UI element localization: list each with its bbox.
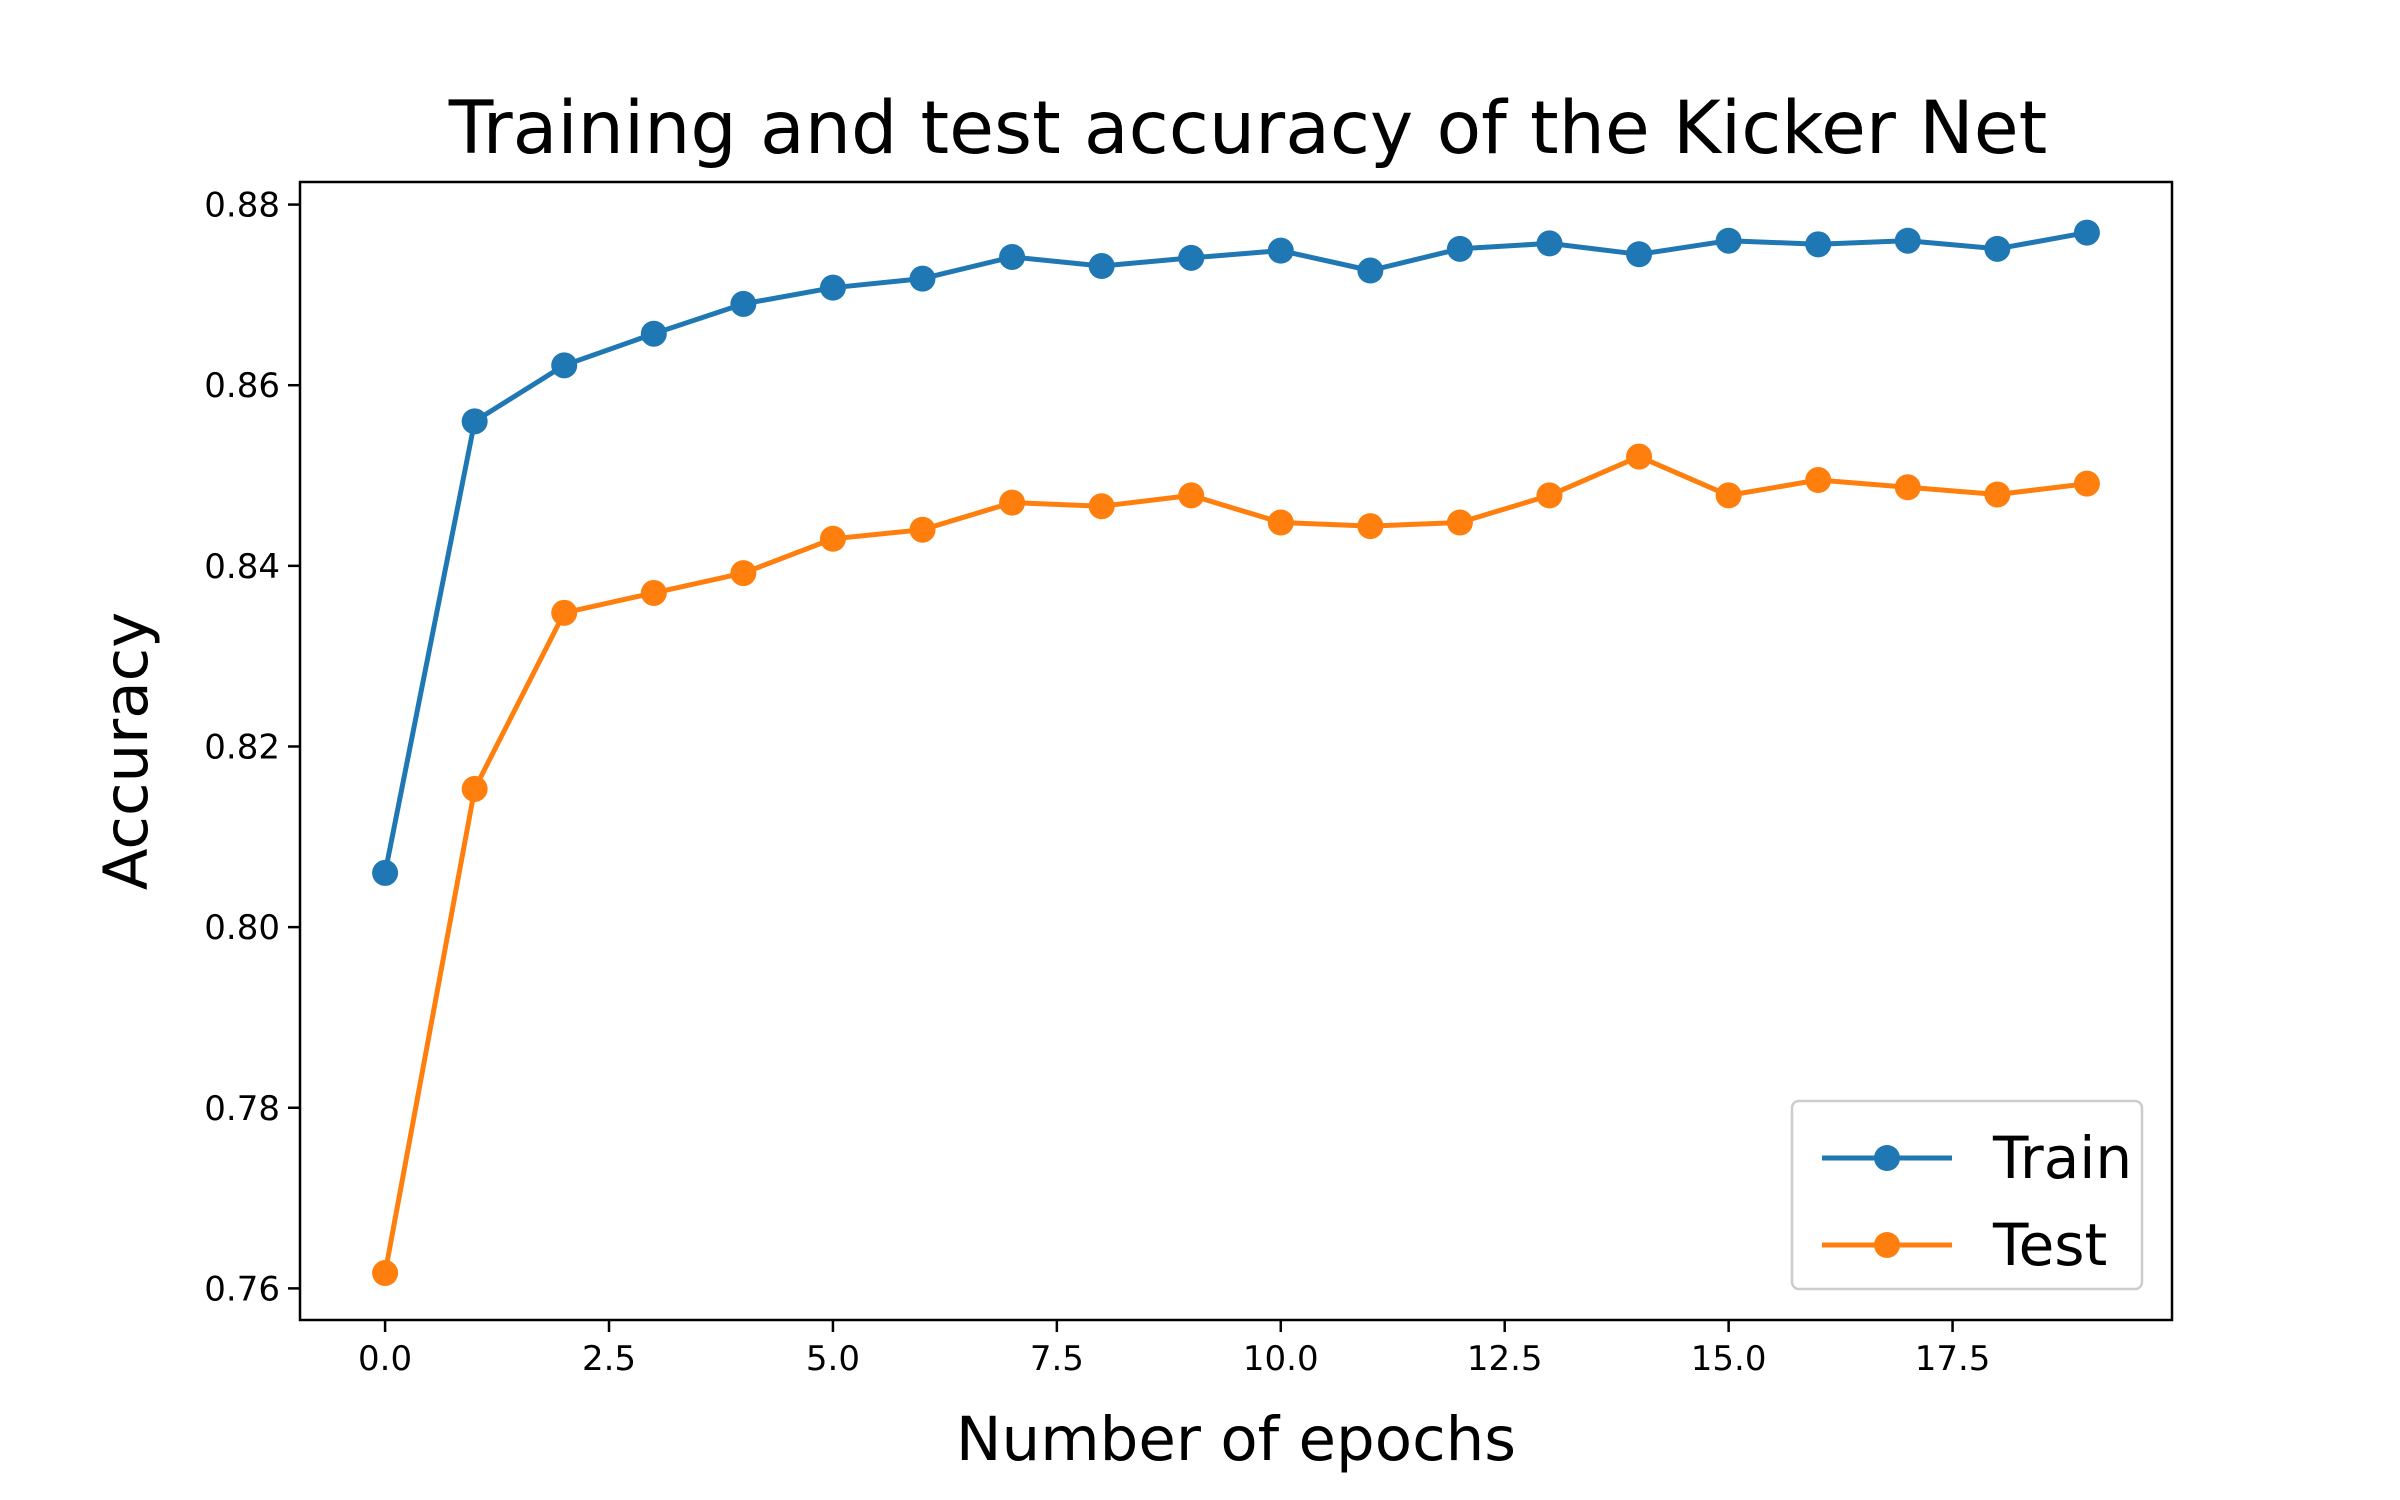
data-point-test	[640, 579, 667, 606]
data-point-train	[1178, 244, 1205, 271]
data-point-test	[819, 525, 846, 552]
data-point-train	[551, 352, 578, 379]
data-point-train	[909, 265, 936, 292]
x-tick-label: 0.0	[358, 1339, 412, 1379]
data-point-train	[1088, 252, 1115, 279]
data-point-train	[640, 320, 667, 347]
legend-label-test: Test	[1992, 1211, 2107, 1279]
data-point-test	[1446, 509, 1473, 536]
legend-label-train: Train	[1992, 1124, 2132, 1192]
data-point-train	[999, 243, 1026, 270]
y-tick-label: 0.76	[204, 1269, 280, 1309]
x-axis-title: Number of epochs	[956, 1404, 1516, 1475]
data-point-train	[2073, 219, 2100, 246]
data-point-test	[730, 560, 757, 587]
series-layer	[372, 219, 2100, 1287]
data-point-test	[1357, 513, 1384, 540]
x-tick-label: 2.5	[582, 1339, 636, 1379]
chart-title: Training and test accuracy of the Kicker…	[448, 86, 2048, 171]
data-point-train	[372, 859, 399, 886]
series-line-train	[382, 230, 2090, 876]
x-tick-label: 17.5	[1915, 1339, 1991, 1379]
plot-area-frame	[298, 180, 2174, 1322]
data-point-train	[1446, 235, 1473, 262]
x-tick-label: 7.5	[1030, 1339, 1084, 1379]
y-tick-label: 0.84	[204, 547, 280, 587]
data-point-test	[1088, 493, 1115, 520]
data-point-test	[2073, 470, 2100, 497]
data-point-test	[1805, 467, 1832, 494]
data-point-test	[1715, 482, 1742, 509]
data-point-train	[1984, 235, 2011, 262]
y-tick-label: 0.82	[204, 727, 280, 767]
data-point-test	[372, 1260, 399, 1287]
legend: Train Test	[1790, 1099, 2144, 1291]
y-tick-label: 0.86	[204, 366, 280, 406]
data-point-train	[1626, 241, 1653, 268]
legend-marker-train	[1874, 1145, 1900, 1171]
series-test	[372, 443, 2100, 1287]
data-point-train	[1357, 257, 1384, 284]
data-point-train	[730, 290, 757, 317]
data-point-test	[1984, 481, 2011, 508]
legend-marker-test	[1874, 1232, 1900, 1258]
y-tick-label: 0.88	[204, 186, 280, 226]
data-point-test	[1536, 482, 1563, 509]
data-point-test	[551, 599, 578, 626]
data-point-test	[1267, 509, 1294, 536]
data-point-train	[1894, 227, 1921, 254]
data-point-train	[1715, 227, 1742, 254]
y-axis-title: Accuracy	[91, 612, 162, 891]
data-point-train	[1536, 230, 1563, 257]
x-tick-label: 5.0	[806, 1339, 860, 1379]
data-point-train	[1267, 237, 1294, 264]
x-axis-ticks: 0.0 2.5 5.0 7.5 10.0 12.5 15.0 17.5	[358, 1320, 1990, 1379]
series-line-test	[382, 454, 2090, 1276]
data-point-test	[1626, 443, 1653, 470]
data-point-train	[1805, 231, 1832, 258]
x-tick-label: 15.0	[1691, 1339, 1767, 1379]
y-tick-label: 0.80	[204, 908, 280, 948]
data-point-test	[1178, 482, 1205, 509]
data-point-test	[461, 775, 488, 802]
data-point-test	[999, 489, 1026, 516]
x-tick-label: 12.5	[1467, 1339, 1543, 1379]
data-point-train	[819, 274, 846, 301]
y-axis-ticks: 0.76 0.78 0.80 0.82 0.84 0.86 0.88	[204, 186, 300, 1309]
data-point-test	[909, 516, 936, 543]
series-train	[372, 219, 2100, 886]
data-point-test	[1894, 474, 1921, 501]
x-tick-label: 10.0	[1243, 1339, 1319, 1379]
data-point-train	[461, 408, 488, 435]
y-tick-label: 0.78	[204, 1089, 280, 1129]
